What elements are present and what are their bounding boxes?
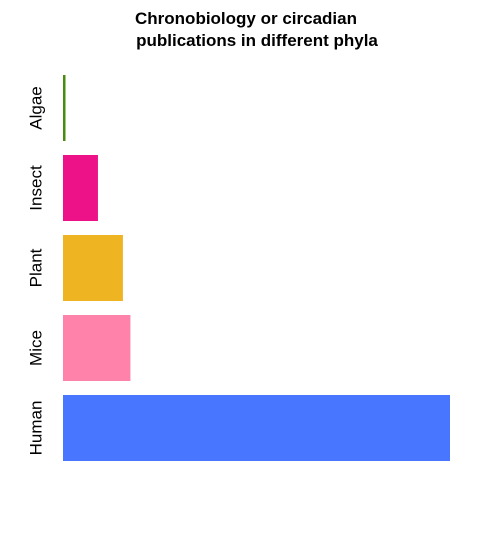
- chart-title-line-1: Chronobiology or circadian: [135, 9, 357, 28]
- bar-insect: [63, 155, 98, 221]
- tick-label-plant: Plant: [27, 248, 46, 287]
- bar-human: [63, 395, 450, 461]
- tick-label-algae: Algae: [27, 86, 46, 129]
- tick-label-insect: Insect: [27, 165, 46, 211]
- chart-title-line-2: publications in different phyla: [136, 31, 378, 50]
- bar-algae: [63, 75, 66, 141]
- bar-mice: [63, 315, 131, 381]
- bar-plant: [63, 235, 123, 301]
- tick-label-mice: Mice: [27, 330, 46, 366]
- tick-label-human: Human: [27, 401, 46, 456]
